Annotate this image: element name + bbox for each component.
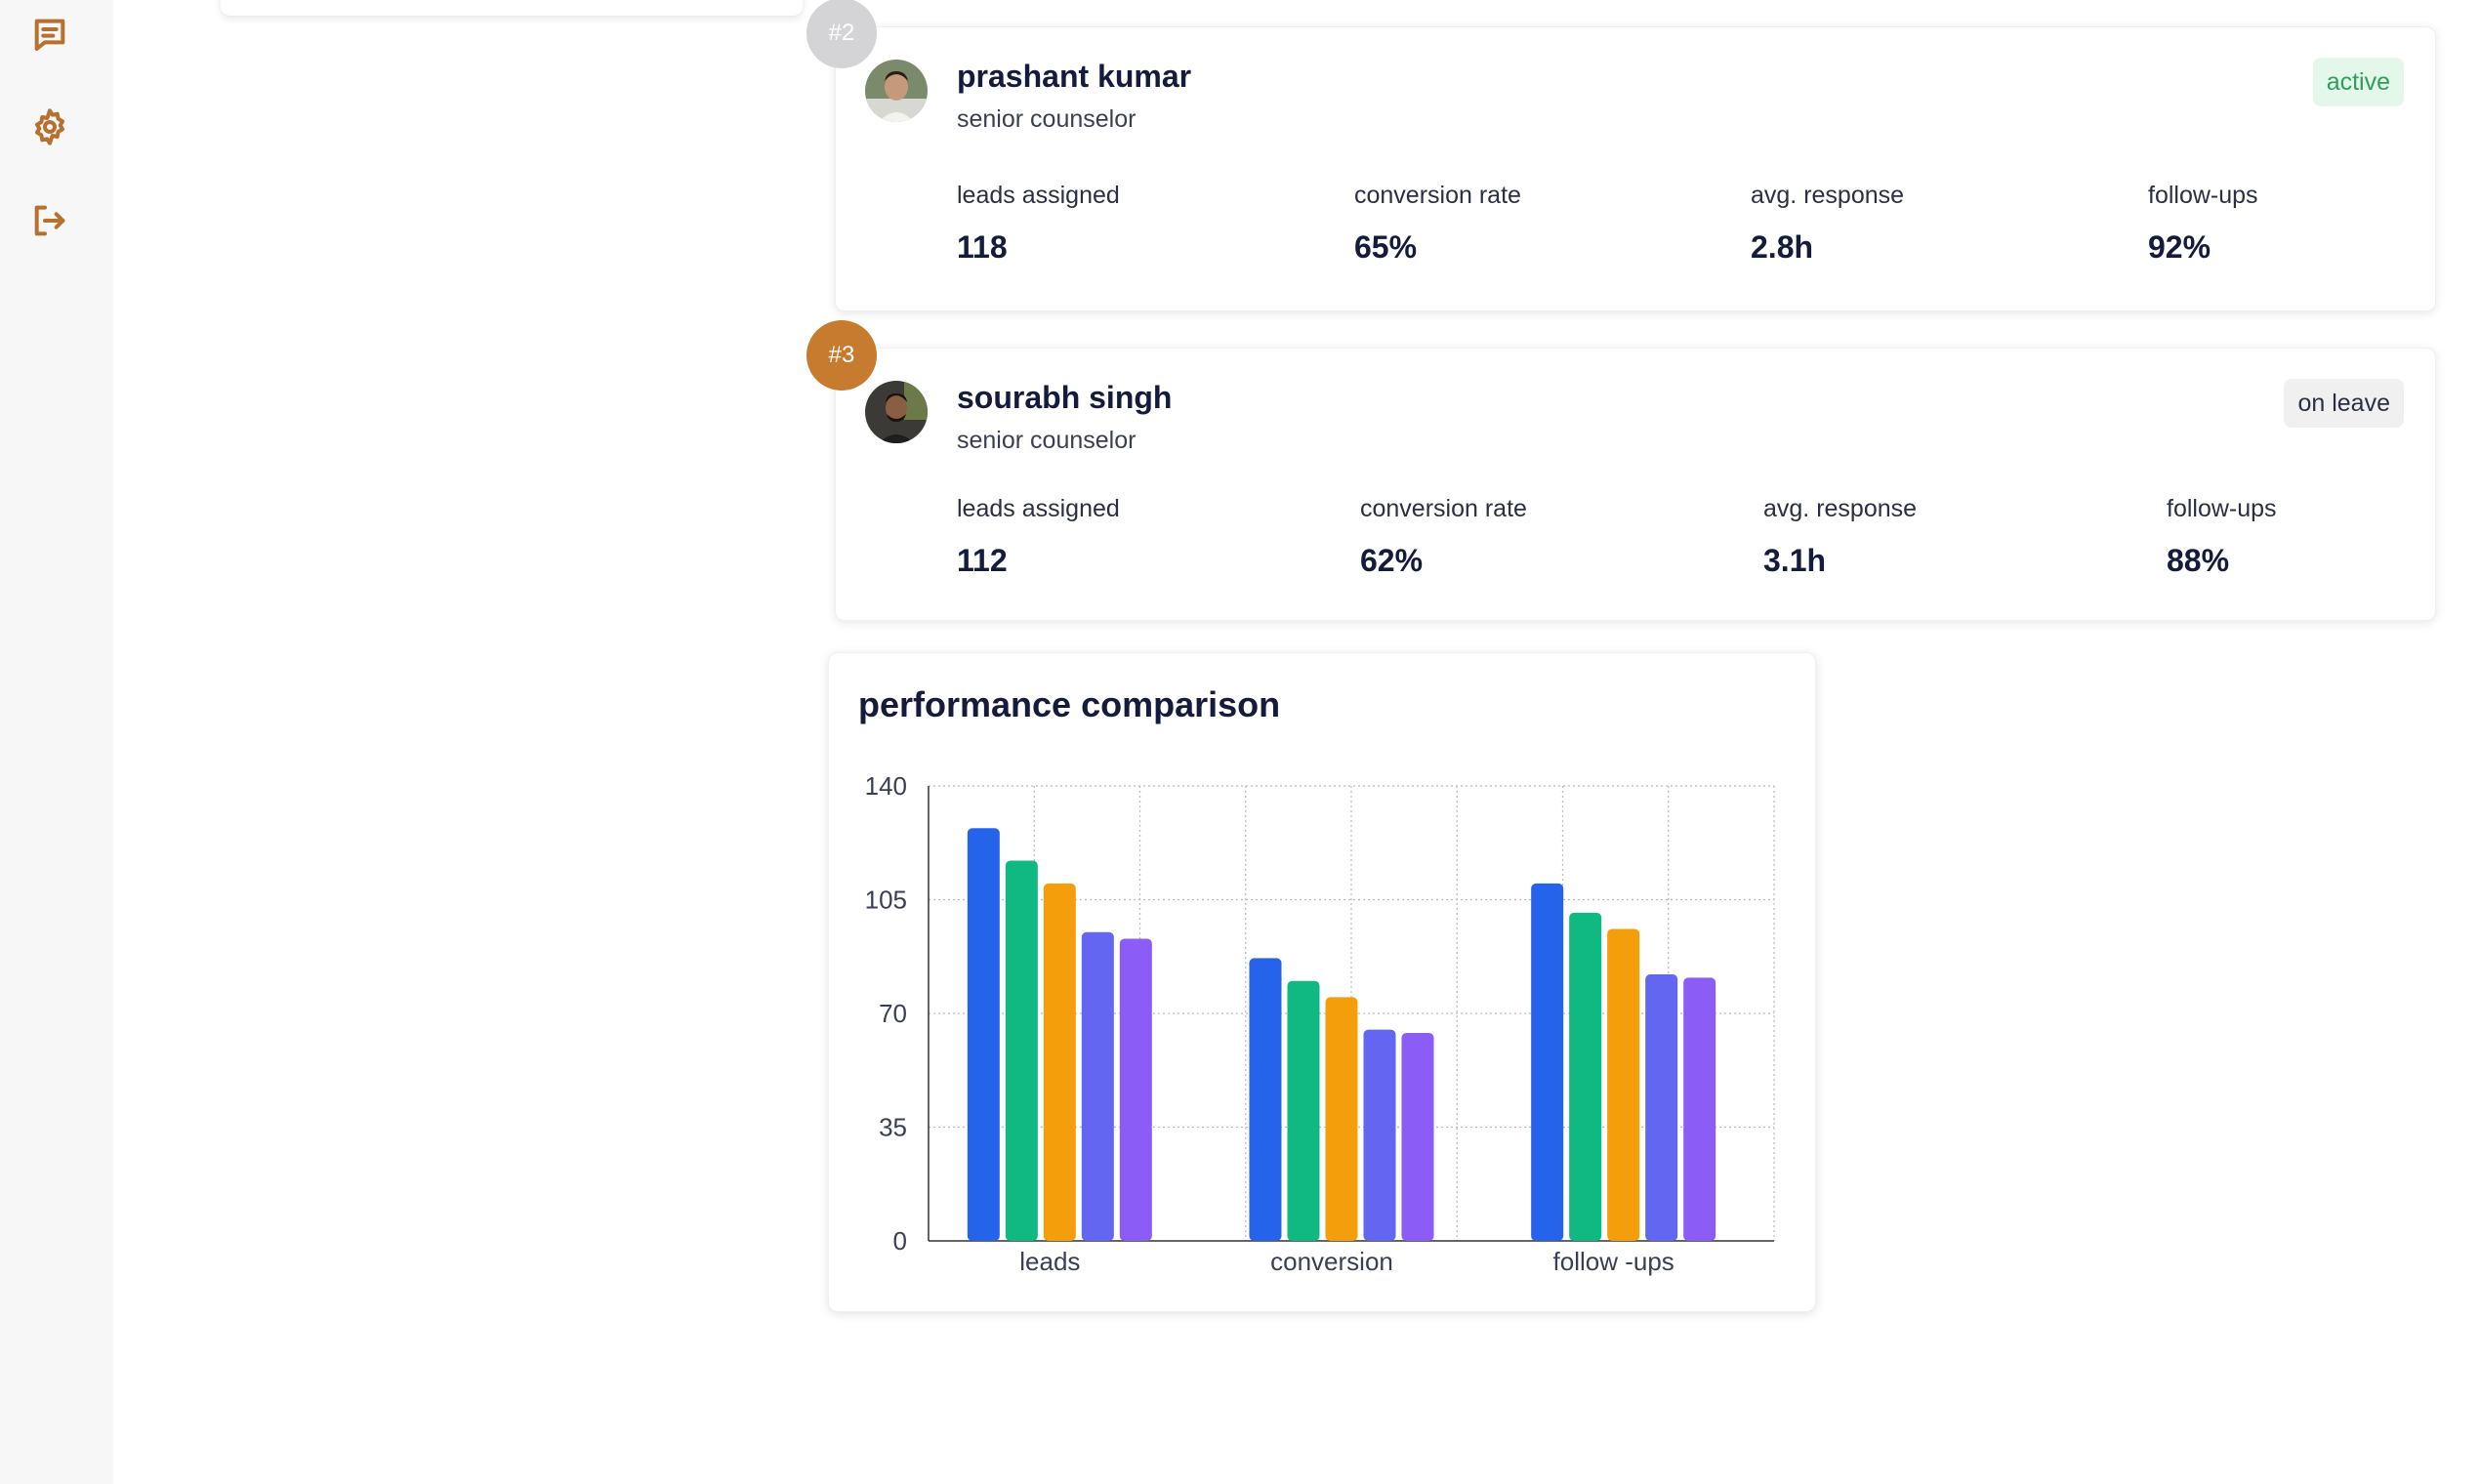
avatar — [865, 381, 928, 443]
x-tick-label: follow -ups — [1553, 1247, 1674, 1276]
x-tick-label: conversion — [1270, 1247, 1393, 1276]
counselor-role: senior counselor — [957, 105, 1137, 133]
counselor-card[interactable]: prashant kumar senior counselor active l… — [835, 26, 2436, 311]
bar-series-4-1 — [1363, 1029, 1396, 1241]
stat-leads: leads assigned 112 — [957, 495, 1120, 579]
sidebar — [0, 0, 113, 1484]
stat-label: leads assigned — [957, 495, 1120, 522]
bar-series-3-1 — [1325, 997, 1358, 1241]
stat-response: avg. response 2.8h — [1751, 182, 1904, 266]
y-tick-label: 70 — [879, 999, 907, 1028]
x-tick-label: leads — [1019, 1247, 1080, 1276]
performance-chart-card: performance comparison 0 35 70 105 140 leads c… — [828, 652, 1816, 1312]
settings-icon[interactable] — [27, 104, 72, 149]
bar-series-4-0 — [1081, 931, 1114, 1241]
stat-conversion: conversion rate 65% — [1354, 182, 1521, 266]
bar-series-1-1 — [1249, 958, 1282, 1241]
performance-chart: 0 35 70 105 140 leads conversion follow -ups — [865, 771, 1775, 1276]
stat-conversion: conversion rate 62% — [1360, 495, 1527, 579]
stat-label: leads assigned — [957, 182, 1120, 209]
stat-value: 65% — [1354, 229, 1418, 265]
stat-label: conversion rate — [1360, 495, 1527, 522]
bar-series-1-2 — [1531, 883, 1564, 1241]
stat-value: 118 — [957, 229, 1008, 265]
y-tick-label: 35 — [879, 1113, 907, 1142]
stat-label: follow-ups — [2148, 182, 2258, 209]
rank-badge: #2 — [806, 0, 877, 68]
message-icon[interactable] — [27, 12, 72, 57]
stat-value: 2.8h — [1751, 229, 1814, 265]
stat-label: avg. response — [1751, 182, 1905, 209]
bar-series-3-2 — [1607, 928, 1640, 1241]
stat-value: 88% — [2167, 543, 2230, 578]
stat-value: 3.1h — [1763, 543, 1827, 578]
counselor-role: senior counselor — [957, 427, 1137, 454]
y-tick-label: 140 — [865, 771, 907, 801]
bar-series-3-0 — [1043, 883, 1076, 1241]
counselor-name: prashant kumar — [957, 59, 1192, 94]
counselor-name: sourabh singh — [957, 380, 1173, 415]
previous-card — [221, 0, 803, 16]
bar-series-5-2 — [1683, 977, 1716, 1241]
bar-series-2-1 — [1287, 980, 1320, 1241]
stat-value: 112 — [957, 543, 1008, 578]
bar-series-4-2 — [1645, 974, 1678, 1241]
stat-label: avg. response — [1763, 495, 1918, 522]
status-badge: active — [2312, 58, 2404, 106]
stat-label: conversion rate — [1354, 182, 1521, 209]
stat-followups: follow-ups 92% — [2148, 182, 2258, 266]
chart-title: performance comparison — [858, 684, 1281, 724]
counselor-card[interactable]: sourabh singh senior counselor on leave … — [835, 348, 2436, 621]
bar-series-5-1 — [1401, 1032, 1434, 1241]
y-tick-label: 105 — [865, 886, 907, 915]
rank-badge: #3 — [806, 320, 877, 391]
stat-followups: follow-ups 88% — [2167, 495, 2277, 579]
stat-value: 92% — [2148, 229, 2211, 265]
y-tick-label: 0 — [893, 1226, 907, 1256]
logout-icon[interactable] — [27, 198, 72, 243]
bar-series-5-0 — [1119, 938, 1152, 1241]
avatar — [865, 60, 928, 122]
stat-value: 62% — [1360, 543, 1424, 578]
bar-series-1-0 — [967, 828, 1000, 1241]
stat-leads: leads assigned 118 — [957, 182, 1120, 266]
stat-label: follow-ups — [2167, 495, 2277, 522]
bar-series-2-0 — [1005, 860, 1038, 1241]
status-badge: on leave — [2284, 379, 2404, 428]
stat-response: avg. response 3.1h — [1763, 495, 1917, 579]
bar-series-2-2 — [1569, 912, 1602, 1241]
